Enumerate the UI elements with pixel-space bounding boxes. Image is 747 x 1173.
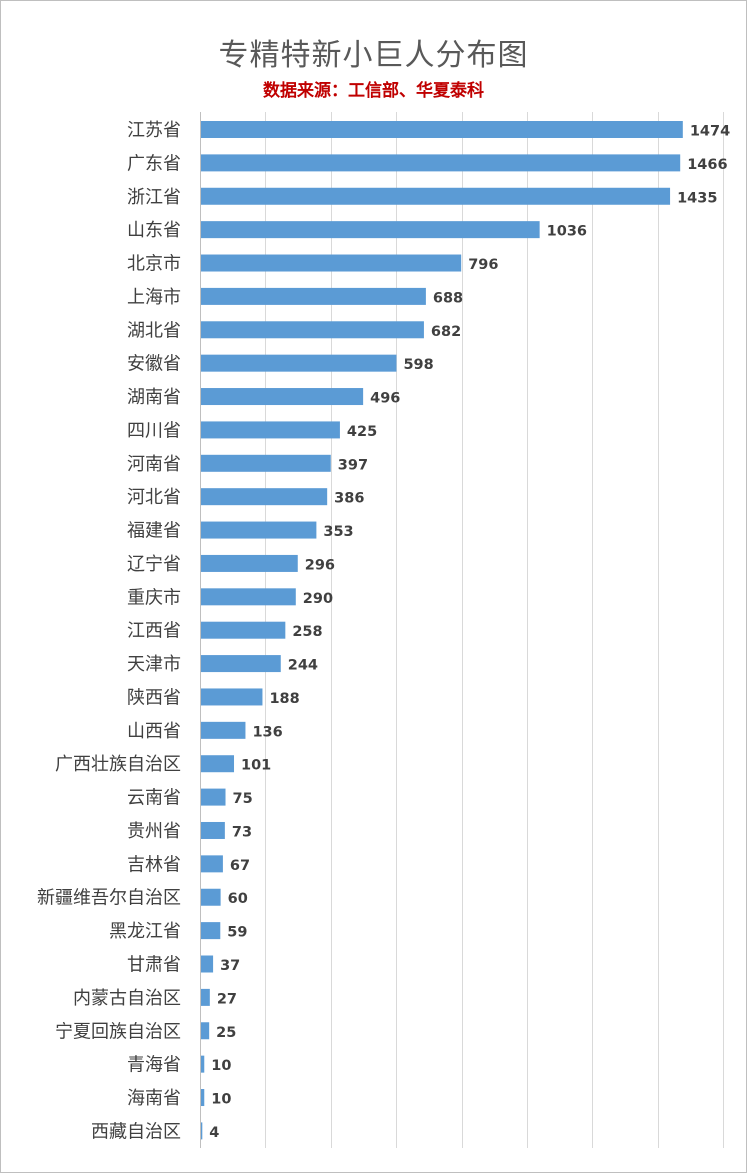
bar bbox=[201, 221, 540, 239]
category-label: 云南省 bbox=[127, 788, 181, 809]
category-label: 西藏自治区 bbox=[91, 1121, 181, 1142]
category-label: 吉林省 bbox=[127, 854, 181, 875]
category-label: 宁夏回族自治区 bbox=[55, 1021, 181, 1042]
category-label: 上海市 bbox=[127, 287, 181, 308]
data-label: 1435 bbox=[677, 190, 717, 206]
data-label: 397 bbox=[338, 457, 368, 473]
data-label: 37 bbox=[220, 958, 240, 974]
category-label: 陕西省 bbox=[127, 687, 181, 708]
category-label: 江西省 bbox=[127, 621, 181, 642]
data-label: 425 bbox=[347, 424, 377, 440]
bar bbox=[201, 755, 235, 773]
category-label: 贵州省 bbox=[127, 821, 181, 842]
category-label: 新疆维吾尔自治区 bbox=[37, 888, 181, 909]
bar bbox=[201, 1055, 205, 1073]
data-label: 73 bbox=[232, 824, 252, 840]
data-label: 10 bbox=[211, 1092, 231, 1108]
bar bbox=[201, 688, 263, 706]
bars bbox=[201, 121, 683, 1140]
bar bbox=[201, 121, 683, 138]
data-label: 496 bbox=[370, 391, 400, 407]
data-label: 60 bbox=[228, 891, 248, 907]
bar bbox=[201, 655, 281, 673]
data-label: 10 bbox=[211, 1058, 231, 1074]
bar bbox=[201, 421, 340, 439]
bar bbox=[201, 1089, 205, 1107]
category-label: 安徽省 bbox=[127, 354, 181, 375]
data-label: 296 bbox=[305, 557, 335, 573]
category-label: 江苏省 bbox=[127, 120, 181, 141]
bar bbox=[201, 588, 296, 606]
bar bbox=[201, 1022, 210, 1040]
bar bbox=[201, 821, 225, 839]
labels: 江苏省 1474 广东省 1466 浙江省 1435 山东省 1036 北京市 796 上海市 688… bbox=[37, 120, 730, 1142]
category-label: 黑龙江省 bbox=[109, 921, 181, 942]
data-label: 290 bbox=[303, 591, 333, 607]
category-label: 湖南省 bbox=[127, 387, 181, 408]
category-label: 浙江省 bbox=[127, 187, 181, 208]
data-label: 27 bbox=[217, 991, 237, 1007]
bar bbox=[201, 955, 214, 973]
bar bbox=[201, 788, 226, 806]
category-label: 广东省 bbox=[127, 153, 181, 174]
category-label: 辽宁省 bbox=[127, 554, 181, 575]
category-label: 山西省 bbox=[127, 721, 181, 742]
data-label: 101 bbox=[241, 758, 271, 774]
data-label: 188 bbox=[269, 691, 299, 707]
category-label: 四川省 bbox=[127, 420, 181, 441]
data-label: 688 bbox=[433, 290, 463, 306]
bar bbox=[201, 988, 210, 1006]
bar bbox=[201, 488, 328, 506]
bar bbox=[201, 621, 286, 639]
bar bbox=[201, 354, 397, 372]
data-label: 386 bbox=[334, 491, 364, 507]
bar bbox=[201, 388, 364, 406]
data-label: 244 bbox=[288, 658, 318, 674]
category-label: 广西壮族自治区 bbox=[55, 754, 181, 775]
gridlines bbox=[200, 112, 724, 1148]
bar bbox=[201, 888, 221, 906]
bar bbox=[201, 287, 426, 305]
bar bbox=[201, 521, 317, 539]
data-label: 682 bbox=[431, 324, 461, 340]
chart-title: 专精特新小巨人分布图 bbox=[218, 38, 529, 73]
bar bbox=[201, 721, 246, 739]
category-label: 北京市 bbox=[127, 254, 181, 275]
data-label: 67 bbox=[230, 858, 250, 874]
category-label: 山东省 bbox=[127, 220, 181, 241]
category-label: 海南省 bbox=[127, 1088, 181, 1109]
bar bbox=[201, 321, 424, 339]
data-label: 25 bbox=[216, 1025, 236, 1041]
bar bbox=[201, 187, 671, 205]
category-label: 河北省 bbox=[127, 487, 181, 508]
data-label: 1474 bbox=[690, 124, 730, 140]
category-label: 湖北省 bbox=[127, 320, 181, 341]
data-label: 1036 bbox=[547, 224, 587, 240]
category-label: 甘肃省 bbox=[127, 955, 181, 976]
bar bbox=[201, 454, 331, 472]
bar bbox=[201, 922, 221, 940]
data-label: 598 bbox=[403, 357, 433, 373]
data-label: 136 bbox=[252, 724, 282, 740]
data-label: 353 bbox=[323, 524, 353, 540]
data-label: 75 bbox=[233, 791, 253, 807]
data-label: 1466 bbox=[687, 157, 727, 173]
category-label: 重庆市 bbox=[127, 587, 181, 608]
category-label: 天津市 bbox=[127, 654, 181, 675]
category-label: 青海省 bbox=[127, 1055, 181, 1076]
data-label: 4 bbox=[209, 1125, 219, 1141]
bar bbox=[201, 855, 223, 873]
data-label: 258 bbox=[292, 624, 322, 640]
category-label: 内蒙古自治区 bbox=[73, 988, 181, 1009]
bar bbox=[201, 254, 462, 272]
bar bbox=[201, 554, 298, 572]
category-label: 福建省 bbox=[127, 521, 181, 542]
category-label: 河南省 bbox=[127, 454, 181, 475]
bar bbox=[201, 1122, 203, 1140]
data-label: 59 bbox=[227, 925, 247, 941]
bar bbox=[201, 154, 681, 172]
data-label: 796 bbox=[468, 257, 498, 273]
chart-subtitle: 数据来源：工信部、华夏泰科 bbox=[263, 81, 484, 101]
